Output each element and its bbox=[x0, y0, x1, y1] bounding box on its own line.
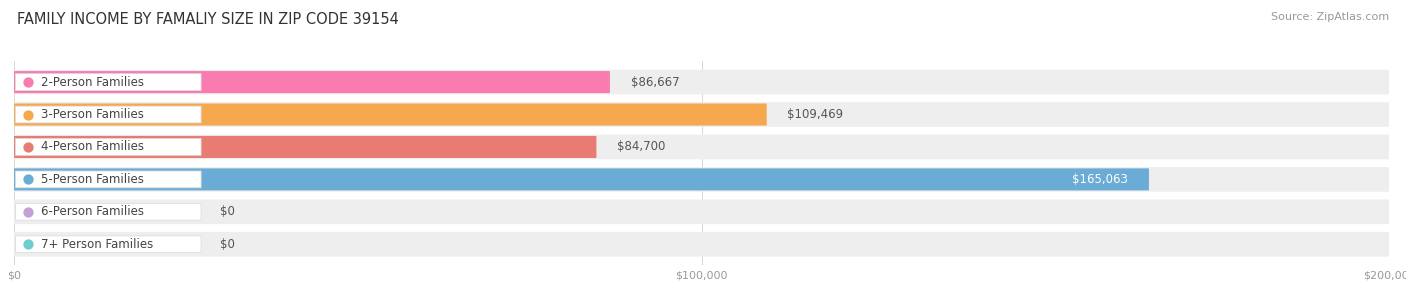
FancyBboxPatch shape bbox=[14, 70, 1389, 95]
FancyBboxPatch shape bbox=[14, 71, 610, 93]
Text: $109,469: $109,469 bbox=[787, 108, 844, 121]
Point bbox=[17, 80, 39, 84]
FancyBboxPatch shape bbox=[14, 136, 596, 158]
Text: $165,063: $165,063 bbox=[1073, 173, 1128, 186]
FancyBboxPatch shape bbox=[14, 103, 766, 126]
Point bbox=[17, 112, 39, 117]
Text: 6-Person Families: 6-Person Families bbox=[41, 205, 145, 218]
FancyBboxPatch shape bbox=[14, 232, 1389, 257]
Text: 4-Person Families: 4-Person Families bbox=[41, 141, 145, 153]
Text: $86,667: $86,667 bbox=[630, 76, 679, 88]
Text: Source: ZipAtlas.com: Source: ZipAtlas.com bbox=[1271, 12, 1389, 22]
Text: 2-Person Families: 2-Person Families bbox=[41, 76, 145, 88]
Text: 5-Person Families: 5-Person Families bbox=[41, 173, 145, 186]
Text: $0: $0 bbox=[221, 205, 235, 218]
FancyBboxPatch shape bbox=[15, 74, 201, 91]
FancyBboxPatch shape bbox=[15, 236, 201, 253]
FancyBboxPatch shape bbox=[15, 171, 201, 188]
Point bbox=[17, 242, 39, 247]
Point bbox=[17, 210, 39, 214]
Text: 7+ Person Families: 7+ Person Families bbox=[41, 238, 153, 251]
FancyBboxPatch shape bbox=[14, 199, 1389, 224]
Text: 3-Person Families: 3-Person Families bbox=[41, 108, 145, 121]
FancyBboxPatch shape bbox=[14, 168, 1149, 190]
FancyBboxPatch shape bbox=[15, 138, 201, 155]
FancyBboxPatch shape bbox=[14, 135, 1389, 159]
Point bbox=[17, 145, 39, 149]
Text: $0: $0 bbox=[221, 238, 235, 251]
FancyBboxPatch shape bbox=[15, 203, 201, 220]
Point bbox=[17, 177, 39, 182]
Text: FAMILY INCOME BY FAMALIY SIZE IN ZIP CODE 39154: FAMILY INCOME BY FAMALIY SIZE IN ZIP COD… bbox=[17, 12, 399, 27]
Text: $84,700: $84,700 bbox=[617, 141, 665, 153]
FancyBboxPatch shape bbox=[14, 167, 1389, 192]
FancyBboxPatch shape bbox=[14, 102, 1389, 127]
FancyBboxPatch shape bbox=[15, 106, 201, 123]
